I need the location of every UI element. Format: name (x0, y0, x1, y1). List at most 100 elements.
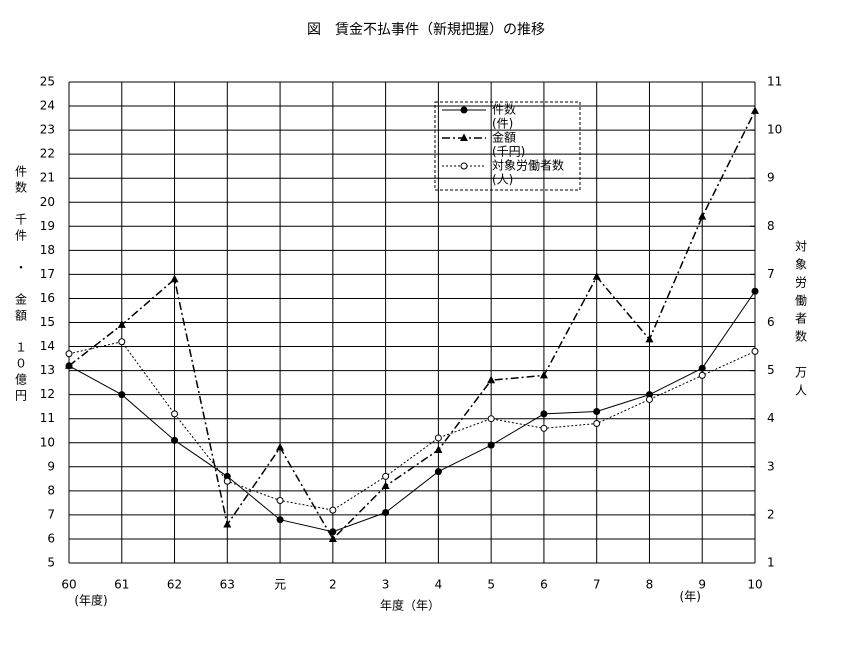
x-tick-label: 9 (698, 578, 706, 592)
x-tick-label: 3 (382, 578, 390, 592)
point (223, 520, 232, 528)
point (751, 347, 759, 355)
point (645, 391, 653, 399)
point (276, 496, 284, 504)
x-tick-label: 8 (646, 578, 654, 592)
series-line (68, 290, 756, 533)
point (593, 420, 601, 428)
y-tick-label: 9 (47, 459, 55, 473)
point (593, 407, 601, 415)
x-tick-label: 元 (274, 578, 286, 592)
x-tick-label: 7 (593, 578, 601, 592)
series-line (68, 110, 756, 541)
point (381, 481, 390, 490)
legend-label: 件数 (492, 102, 516, 117)
y-tick-label: 16 (40, 291, 55, 305)
y-tick-label: 17 (40, 267, 55, 281)
y2-tick-label: 11 (767, 75, 782, 89)
point (171, 436, 179, 444)
x-tick-label: 2 (329, 578, 337, 592)
point (645, 334, 654, 343)
y-axis-title: 件数 千件 ・ 金額 １０億円 (14, 165, 28, 405)
x-tick-label: 10 (747, 578, 762, 592)
chart-title: 図 賃金不払事件（新規把握）の推移 (307, 22, 545, 38)
point (329, 506, 337, 514)
point (751, 287, 759, 295)
point (382, 508, 390, 516)
series-line (68, 341, 756, 511)
x-tick-label: 4 (435, 578, 443, 592)
point (118, 338, 126, 346)
point (460, 106, 468, 114)
point (65, 350, 73, 358)
y-tick-label: 8 (47, 483, 55, 497)
y-tick-label: 15 (40, 315, 55, 329)
point (276, 516, 284, 524)
point (698, 364, 706, 372)
point (487, 375, 496, 384)
y-tick-label: 7 (47, 507, 55, 521)
y2-axis-title: 対象労働者数 万人 (794, 240, 808, 402)
y2-tick-label: 7 (767, 267, 775, 281)
point (487, 441, 495, 449)
y2-tick-label: 9 (767, 171, 775, 185)
point (65, 361, 73, 369)
y-tick-label: 18 (40, 243, 55, 257)
y2-tick-label: 3 (767, 459, 775, 473)
x-tick-label: 5 (487, 578, 495, 592)
y2-tick-label: 1 (767, 556, 775, 570)
legend-unit: (件) (492, 117, 513, 131)
x-tick-label: 60 (61, 578, 76, 592)
y2-tick-label: 10 (767, 123, 782, 137)
y-tick-label: 6 (47, 531, 55, 545)
point (117, 320, 126, 328)
point (460, 162, 468, 170)
y-tick-label: 14 (40, 339, 55, 353)
x-note: (年) (680, 590, 701, 604)
point (171, 410, 179, 418)
point (434, 434, 442, 442)
y2-tick-label: 4 (767, 411, 775, 425)
point (592, 272, 601, 280)
x-tick-label: 62 (167, 578, 182, 592)
y-tick-label: 25 (40, 75, 55, 89)
y2-tick-label: 8 (767, 219, 775, 233)
x-tick-label: 6 (540, 578, 548, 592)
point (276, 443, 285, 451)
y2-tick-label: 2 (767, 507, 775, 521)
legend-label: 対象労働者数 (492, 158, 564, 173)
y-tick-label: 23 (40, 123, 55, 137)
point (539, 370, 548, 379)
point (698, 371, 706, 379)
legend-unit: (人) (492, 173, 513, 187)
y-tick-label: 12 (40, 387, 55, 401)
point (751, 106, 759, 114)
x-axis-title: 年度（年） (380, 598, 440, 613)
point (382, 472, 390, 480)
y-tick-label: 24 (40, 99, 55, 113)
point (540, 410, 548, 418)
y-tick-label: 10 (40, 435, 55, 449)
y-tick-label: 19 (40, 219, 55, 233)
y-tick-label: 5 (47, 556, 55, 570)
point (487, 415, 495, 423)
y-tick-label: 22 (40, 147, 55, 161)
point (434, 468, 442, 476)
point (460, 133, 468, 141)
point (329, 528, 337, 536)
x-tick-label: 61 (114, 578, 129, 592)
point (645, 395, 653, 403)
y2-tick-label: 5 (767, 363, 775, 377)
point (698, 212, 707, 220)
point (170, 274, 179, 283)
point (540, 424, 548, 432)
x-tick-label: 63 (220, 578, 235, 592)
legend-box (434, 101, 581, 191)
legend-label: 金額 (492, 130, 516, 145)
y2-tick-label: 6 (767, 315, 775, 329)
point (434, 445, 443, 453)
y-tick-label: 20 (40, 195, 55, 209)
y-tick-label: 11 (40, 411, 55, 425)
legend-unit: (千円) (492, 145, 525, 159)
